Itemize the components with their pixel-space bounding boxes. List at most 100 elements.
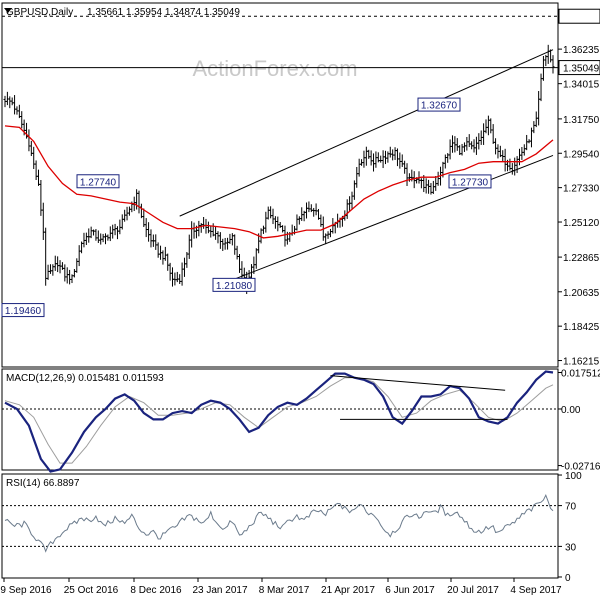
chart-ohlc-label: 1.35661 1.35954 1.34874 1.35049 bbox=[87, 7, 240, 18]
ohlc-bar bbox=[551, 55, 555, 74]
ohlc-bar bbox=[405, 163, 409, 187]
rsi-line bbox=[4, 493, 554, 553]
ohlc-bar bbox=[34, 160, 38, 181]
ohlc-bar bbox=[120, 214, 124, 230]
ohlc-bar bbox=[173, 272, 177, 286]
ohlc-bar bbox=[450, 135, 454, 153]
macd-trend-line bbox=[330, 375, 506, 391]
ohlc-bar bbox=[68, 269, 72, 285]
rsi-axis-label: 100 bbox=[565, 471, 582, 482]
ohlc-bar bbox=[443, 154, 447, 169]
ohlc-bar bbox=[295, 214, 299, 231]
ohlc-bar bbox=[383, 150, 387, 165]
ohlc-bar bbox=[56, 256, 60, 273]
ohlc-bar bbox=[32, 146, 36, 170]
ohlc-bar bbox=[20, 111, 24, 129]
ohlc-bar bbox=[374, 151, 378, 168]
annotation-label: 1.32670 bbox=[421, 101, 458, 112]
ohlc-bar bbox=[381, 150, 385, 169]
ohlc-bar bbox=[305, 202, 309, 219]
ohlc-bar bbox=[44, 227, 48, 286]
x-axis-label: 25 Oct 2016 bbox=[64, 585, 119, 596]
ohlc-bar bbox=[525, 134, 529, 151]
ohlc-bar bbox=[534, 111, 538, 128]
ohlc-bar bbox=[89, 226, 93, 239]
collapse-triangle-icon bbox=[4, 8, 12, 13]
ohlc-bar bbox=[137, 190, 141, 214]
ohlc-bar bbox=[271, 208, 275, 225]
channel-lower-line bbox=[220, 154, 554, 286]
ohlc-bar bbox=[233, 234, 237, 255]
ohlc-bar bbox=[470, 141, 474, 150]
ohlc-bar bbox=[486, 115, 490, 136]
ohlc-bar bbox=[386, 151, 390, 163]
rsi-title: RSI(14) 66.8897 bbox=[6, 478, 80, 489]
ohlc-bar bbox=[197, 220, 201, 237]
ohlc-bar bbox=[154, 234, 158, 250]
ohlc-bar bbox=[266, 206, 270, 220]
macd-axis-label: 0.00 bbox=[561, 405, 581, 416]
x-axis-label: 6 Jun 2017 bbox=[385, 585, 435, 596]
ohlc-bar bbox=[300, 207, 304, 221]
price-axis-label: 1.22865 bbox=[563, 253, 600, 264]
price-axis-label: 1.20635 bbox=[563, 288, 600, 299]
x-axis-label: 9 Sep 2016 bbox=[0, 585, 52, 596]
ohlc-bar bbox=[254, 248, 258, 269]
ohlc-bar bbox=[94, 228, 98, 241]
annotation-label: 1.19460 bbox=[5, 306, 42, 317]
ohlc-bar bbox=[51, 264, 55, 276]
ohlc-bar bbox=[328, 228, 332, 238]
ohlc-bar bbox=[218, 232, 222, 249]
ohlc-bar bbox=[309, 204, 313, 213]
ohlc-bar bbox=[182, 257, 186, 277]
ohlc-bar bbox=[178, 274, 182, 284]
ohlc-bar bbox=[515, 156, 519, 174]
ohlc-bar bbox=[369, 150, 373, 166]
ohlc-bar bbox=[37, 169, 41, 186]
ohlc-bar bbox=[281, 225, 285, 233]
ohlc-bar bbox=[115, 226, 119, 240]
x-axis-label: 8 Mar 2017 bbox=[259, 585, 310, 596]
ohlc-bar bbox=[118, 219, 122, 235]
ohlc-bar bbox=[362, 150, 366, 168]
ohlc-bar bbox=[431, 180, 435, 194]
macd-axis-label: 0.017512 bbox=[561, 369, 600, 380]
annotation-label: 1.27740 bbox=[80, 177, 117, 188]
ohlc-bar bbox=[92, 229, 96, 236]
ohlc-bar bbox=[494, 138, 498, 155]
annotation-box bbox=[1, 303, 45, 318]
ohlc-bar bbox=[539, 73, 543, 102]
price-axis-label: 1.34015 bbox=[563, 80, 600, 91]
ohlc-bar bbox=[400, 154, 404, 167]
ohlc-bar bbox=[350, 191, 354, 210]
ohlc-bar bbox=[283, 225, 287, 247]
ohlc-bar bbox=[278, 221, 282, 228]
annotation-box bbox=[212, 277, 256, 292]
price-panel-frame bbox=[1, 2, 559, 368]
price-axis-label: 1.36235 bbox=[563, 45, 600, 56]
annotation-box bbox=[76, 174, 120, 189]
ohlc-bar bbox=[58, 260, 62, 274]
rsi-axis-label: 70 bbox=[565, 502, 577, 513]
ohlc-bar bbox=[161, 250, 165, 265]
ohlc-bar bbox=[517, 148, 521, 166]
ohlc-bar bbox=[455, 138, 459, 151]
ohlc-bar bbox=[412, 171, 416, 189]
ohlc-bar bbox=[269, 206, 273, 219]
ohlc-bar bbox=[221, 238, 225, 252]
ohlc-bar bbox=[240, 261, 244, 281]
ohlc-bar bbox=[419, 178, 423, 189]
x-axis-label: 20 Jul 2017 bbox=[447, 585, 499, 596]
ohlc-bar bbox=[520, 146, 524, 160]
ohlc-bar bbox=[175, 271, 179, 283]
ohlc-bar bbox=[147, 222, 151, 242]
ohlc-bar bbox=[46, 264, 50, 280]
ohlc-bar bbox=[482, 123, 486, 145]
ohlc-bar bbox=[13, 95, 17, 115]
ohlc-bar bbox=[355, 166, 359, 188]
ohlc-bar bbox=[357, 158, 361, 177]
ohlc-bar bbox=[149, 229, 153, 248]
ohlc-bar bbox=[532, 121, 536, 134]
ohlc-bar bbox=[398, 152, 402, 169]
